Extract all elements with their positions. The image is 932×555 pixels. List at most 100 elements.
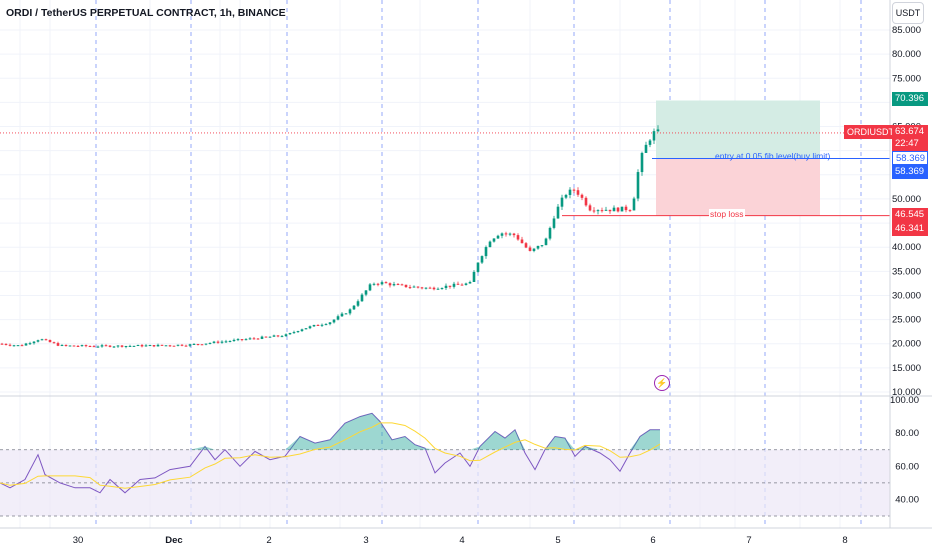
candle-body	[540, 245, 544, 247]
candle-body	[404, 284, 408, 288]
currency-button[interactable]: USDT	[892, 2, 924, 24]
candle-body	[456, 283, 460, 285]
candle-body	[532, 248, 536, 251]
candle-body	[496, 235, 500, 239]
candle-body	[528, 247, 532, 251]
entry-price-tag: 58.369	[892, 151, 928, 165]
stop-note[interactable]: stop loss	[709, 209, 745, 219]
price-candles	[0, 125, 660, 349]
chart-title: ORDI / TetherUS PERPETUAL CONTRACT, 1h, …	[6, 7, 286, 19]
candle-body	[208, 342, 212, 344]
candle-body	[336, 316, 340, 320]
price-tick-label: 10.000	[892, 387, 921, 398]
candle-body	[352, 305, 356, 310]
candle-body	[652, 131, 656, 141]
candle-body	[8, 344, 12, 346]
candle-body	[128, 345, 132, 347]
candle-body	[264, 336, 268, 338]
stop-price-tag-2: 46.341	[892, 222, 928, 236]
candle-body	[48, 339, 52, 343]
candle-body	[592, 210, 596, 212]
candle-body	[280, 336, 284, 338]
candle-body	[176, 344, 180, 346]
stop-price-tag: 46.545	[892, 208, 928, 222]
candle-body	[20, 345, 24, 347]
candle-body	[184, 345, 188, 347]
candle-body	[140, 345, 144, 347]
candle-body	[380, 282, 384, 285]
candle-body	[124, 345, 128, 347]
candle-body	[136, 345, 140, 347]
rsi-tick-label: 60.00	[895, 461, 919, 472]
entry-note[interactable]: entry at 0.05 fib level(buy limit)	[715, 151, 831, 161]
candle-body	[56, 343, 60, 346]
candle-body	[512, 233, 516, 236]
candle-body	[360, 294, 364, 302]
candle-body	[468, 281, 472, 284]
candle-body	[164, 345, 168, 347]
candle-body	[356, 301, 360, 306]
rsi-line	[0, 412, 660, 494]
candle-body	[500, 233, 504, 236]
candle-body	[656, 129, 660, 132]
candle-body	[84, 345, 88, 347]
candle-body	[600, 210, 604, 212]
time-tick-label: Dec	[165, 535, 182, 546]
candle-body	[556, 206, 560, 219]
candle-body	[40, 339, 44, 341]
candle-body	[272, 335, 276, 337]
candle-body	[200, 344, 204, 346]
candle-body	[96, 346, 100, 348]
candle-body	[216, 341, 220, 343]
candle-body	[160, 344, 164, 346]
candle-body	[44, 339, 48, 341]
candle-body	[212, 341, 216, 343]
candle-body	[120, 345, 124, 347]
candle-body	[508, 233, 512, 235]
candle-body	[364, 290, 368, 295]
rsi-panel: 100.00 80.00 60.00 40.00	[0, 395, 932, 517]
candle-body	[276, 335, 280, 337]
price-tick-label: 85.000	[892, 25, 921, 36]
price-tick-label: 75.000	[892, 73, 921, 84]
candle-body	[648, 140, 652, 145]
candle-body	[408, 287, 412, 289]
candle-body	[296, 331, 300, 333]
rsi-overbought-fill	[0, 413, 660, 450]
candle-body	[248, 338, 252, 340]
candle-body	[436, 288, 440, 290]
stop-zone	[656, 158, 820, 216]
candle-body	[448, 285, 452, 287]
candle-body	[312, 324, 316, 327]
candle-body	[560, 197, 564, 207]
candle-body	[332, 319, 336, 323]
candle-body	[644, 144, 648, 153]
candle-body	[16, 345, 20, 347]
candle-body	[80, 345, 84, 347]
candle-body	[292, 332, 296, 334]
candle-body	[628, 210, 632, 212]
candle-body	[464, 283, 468, 285]
candle-body	[12, 345, 16, 347]
candle-body	[620, 206, 624, 212]
candle-body	[488, 241, 492, 248]
candle-body	[192, 343, 196, 345]
rsi-tick-label: 40.00	[895, 494, 919, 505]
candle-body	[412, 286, 416, 288]
candle-body	[608, 209, 612, 212]
time-tick-label: 8	[842, 535, 847, 546]
candle-body	[388, 283, 392, 286]
candle-body	[632, 198, 636, 211]
candle-body	[492, 238, 496, 242]
candle-body	[152, 345, 156, 347]
candle-body	[68, 345, 72, 347]
candle-body	[240, 339, 244, 341]
candle-body	[260, 336, 264, 339]
candle-body	[328, 322, 332, 325]
time-tick-label: 7	[746, 535, 751, 546]
lightning-icon[interactable]: ⚡	[654, 375, 670, 391]
candle-body	[392, 284, 396, 286]
entry-price-tag-2: 58.369	[892, 165, 928, 179]
